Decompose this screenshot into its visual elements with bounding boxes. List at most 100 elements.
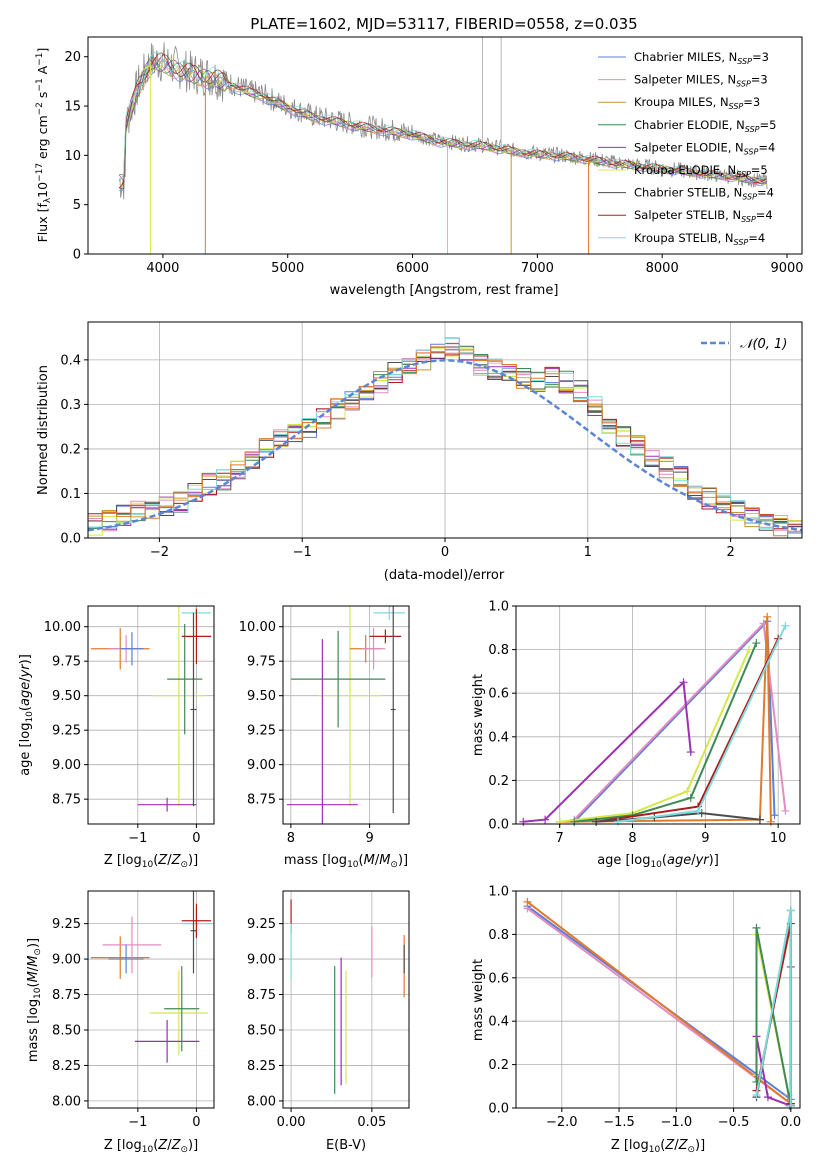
spectrum-plot-area [118,37,768,254]
mass-weight-line [526,901,792,1105]
mass-weight-point [679,678,688,687]
mass-weight-point [541,815,550,824]
legend-label: Kroupa MILES, NSSP=3 [634,95,760,111]
x-tick-label: 8 [287,831,295,846]
x-tick-label: 2 [726,545,734,560]
mass-vs-ebv-plot-area [290,899,405,1094]
y-tick-label: 9.25 [247,724,276,739]
mass-weight-line [523,680,692,823]
spectrum-ylabel: Flux [fλ10−17 erg cm−2 s−1 A−1] [35,48,53,243]
legend-label: Salpeter STELIB, NSSP=4 [634,208,773,224]
y-tick-label: 1.0 [488,885,509,900]
y-tick-label: 9.25 [247,917,276,932]
mass-vs-ebv-frame [282,890,410,1109]
x-tick-label: 7 [556,831,564,846]
x-tick-label: −1 [128,1115,147,1130]
panel-weight-vs-z: −2.0 −1.5 −1.0 −0.5 0.0 0.0 0.2 0.4 0.6 0.8 1.0 Z … [471,885,801,1156]
mass-weight-point [523,897,532,906]
x-tick-label: 10 [770,831,787,846]
weight-vs-z-xlabel: Z [log10(Z/Z⊙)] [611,1138,705,1155]
panel-weight-vs-age: 7 8 9 10 0.0 0.2 0.4 0.6 0.8 1.0 age [log10(age/y… [471,600,801,870]
mass-weight-point [781,621,790,630]
x-tick-label: 9000 [770,261,803,276]
y-tick-label: 8.00 [247,1094,276,1109]
x-tick-label: −1 [293,545,312,560]
x-tick-label: 9 [701,831,709,846]
weight-vs-age-ylabel: mass weight [471,674,486,756]
mass-weight-point [766,817,775,826]
mass-weight-point [763,1093,772,1102]
mass-weight-point [694,806,703,815]
weight-vs-z-ticks: −2.0 −1.5 −1.0 −0.5 0.0 0.0 0.2 0.4 0.6 0.8 1.0 [488,885,801,1131]
x-tick-label: 6000 [396,261,429,276]
spectrum-ticks: 4000 5000 6000 7000 8000 9000 0 5 10 15 20 [64,50,803,276]
mass-vs-z-ylabel: mass [log10(M/M⊙)] [26,938,43,1062]
mass-weight-point [752,923,761,932]
model-spectrum-line [118,51,767,183]
mass-weight-point [755,815,764,824]
age-vs-z-xlabel: Z [log10(Z/Z⊙)] [104,853,198,870]
mass-weight-line [573,618,776,823]
legend-label: Chabrier ELODIE, NSSP=5 [634,118,776,134]
panel-spectrum: PLATE=1602, MJD=53117, FIBERID=0558, z=0… [35,15,804,298]
x-tick-label: −2.0 [546,1115,578,1130]
residuals-legend-label: 𝒩(0, 1) [740,337,787,352]
y-tick-label: 0.6 [488,687,509,702]
mass-weight-point [752,639,761,648]
panel-age-vs-z: −1 0 8.75 9.00 9.25 9.50 9.75 10.00 Z [log10(Z/… [18,605,215,870]
y-tick-label: 0.1 [60,487,81,502]
x-tick-label: 8000 [646,261,679,276]
x-tick-label: 7000 [521,261,554,276]
mass-weight-point [781,806,790,815]
normal-curve [88,359,802,532]
y-tick-label: 9.00 [52,953,81,968]
mass-weight-point [763,612,772,621]
y-tick-label: 0.4 [60,353,81,368]
y-tick-label: 0.4 [488,1015,509,1030]
panel-mass-vs-z: −1 0 8.00 8.25 8.50 8.75 9.00 9.25 Z [log10(Z/Z… [26,890,215,1155]
weight-vs-age-xlabel: age [log10(age/yr)] [597,853,719,870]
y-tick-label: 10.00 [239,620,276,635]
y-tick-label: 0.0 [488,818,509,833]
x-tick-label: 4000 [146,261,179,276]
x-tick-label: −0.5 [718,1115,750,1130]
mass-weight-point [686,748,695,757]
y-tick-label: 0.2 [488,1058,509,1073]
y-tick-label: 8.00 [52,1094,81,1109]
spectrum-xlabel: wavelength [Angstrom, rest frame] [330,283,559,298]
legend-label: Kroupa STELIB, NSSP=4 [634,231,765,247]
x-tick-label: 0 [441,545,449,560]
mass-weight-line [596,812,761,823]
x-tick-label: −1.0 [661,1115,693,1130]
y-tick-label: 9.00 [247,953,276,968]
x-tick-label: 0 [192,1115,200,1130]
mass-weight-line [574,642,758,823]
y-tick-label: 8.75 [247,988,276,1003]
y-tick-label: 0 [73,248,81,263]
mass-weight-point [686,793,695,802]
model-spectrum-line [119,56,767,183]
mass-weight-point [752,1090,761,1099]
spectrum-title: PLATE=1602, MJD=53117, FIBERID=0558, z=0… [250,15,637,33]
age-vs-z-ticks: −1 0 8.75 9.00 9.25 9.50 9.75 10.00 [44,620,201,846]
model-spectrum-line [118,54,767,190]
y-tick-label: 9.75 [52,655,81,670]
panel-residuals: −2 −1 0 1 2 0.0 0.1 0.2 0.3 0.4 (data-model)/erro… [36,321,803,583]
x-tick-label: 9 [365,831,373,846]
y-tick-label: 8.75 [247,793,276,808]
weight-vs-age-plot-area [519,612,790,826]
x-tick-label: −2 [150,545,169,560]
y-tick-label: 8.75 [52,988,81,1003]
legend-label: Salpeter ELODIE, NSSP=4 [634,140,775,156]
age-vs-mass-xlabel: mass [log10(M/M⊙)] [284,853,408,870]
y-tick-label: 20 [64,50,81,65]
y-tick-label: 8.75 [52,793,81,808]
weight-vs-z-ylabel: mass weight [471,959,486,1041]
age-vs-z-ylabel: age [log10(age/yr)] [18,654,35,776]
y-tick-label: 0.4 [488,730,509,745]
residual-histogram [88,346,802,538]
y-tick-label: 9.00 [247,758,276,773]
mass-vs-z-xlabel: Z [log10(Z/Z⊙)] [104,1138,198,1155]
mass-weight-line [559,616,772,823]
